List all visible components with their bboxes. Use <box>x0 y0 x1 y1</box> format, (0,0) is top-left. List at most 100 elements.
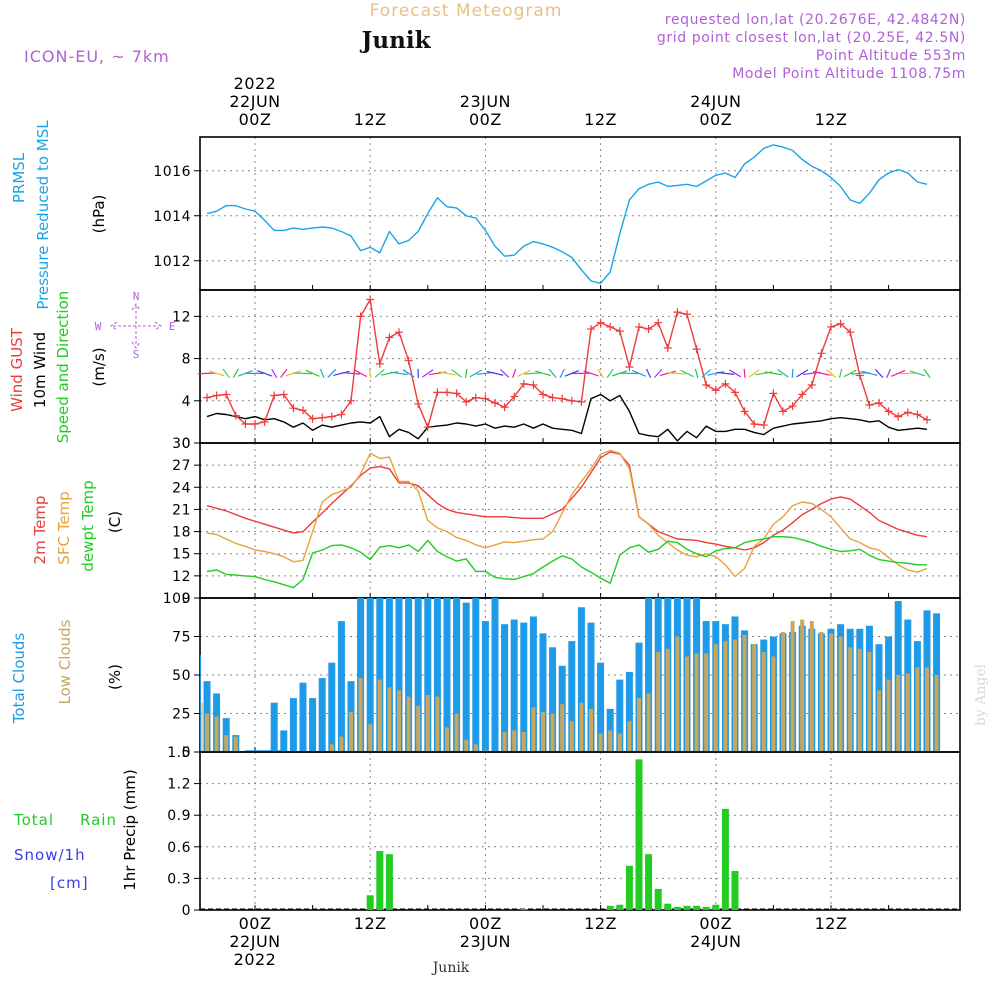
gust-marker <box>663 344 672 353</box>
low-cloud-bar <box>435 696 440 752</box>
wind-direction-arrow <box>422 369 434 378</box>
low-cloud-bar <box>848 647 853 752</box>
rain-bar <box>654 888 662 910</box>
low-cloud-bar <box>934 675 939 752</box>
low-cloud-bar <box>521 731 526 752</box>
low-cloud-bar <box>829 633 833 752</box>
gust-marker <box>318 413 327 422</box>
gust-marker <box>903 408 912 417</box>
wind-direction-arrow <box>333 370 350 376</box>
low-cloud-bar <box>560 704 565 752</box>
bottom-time-label: 00Z <box>469 914 502 933</box>
bottom-time-label: 23JUN <box>460 932 511 951</box>
y-tick-label: 1.2 <box>167 777 191 793</box>
wind-direction-arrow <box>606 368 614 378</box>
wind-direction-arrow <box>764 371 783 376</box>
bottom-time-label: 12Z <box>354 914 387 933</box>
location-title: Junik <box>360 27 432 54</box>
total-cloud-bar <box>405 598 413 752</box>
y-tick-label: 0 <box>182 903 191 919</box>
y-tick-label: 4 <box>182 394 191 410</box>
wind-direction-arrow <box>777 369 789 378</box>
top-time-label: 12Z <box>584 110 617 129</box>
total-cloud-bar <box>645 598 653 752</box>
point-altitude: Point Altitude 553m <box>816 48 966 64</box>
gust-marker <box>203 393 211 402</box>
gust-marker <box>654 318 663 327</box>
total-cloud-bar <box>385 598 393 752</box>
low-cloud-bar <box>800 619 805 752</box>
low-cloud-bar <box>646 693 651 752</box>
wind-direction-arrow <box>486 370 504 376</box>
wind-direction-arrow <box>232 368 239 378</box>
panel-wind: 0 4 8 12 <box>172 289 961 452</box>
low-cloud-bar <box>512 730 517 752</box>
wind-direction-arrow <box>812 371 830 376</box>
wind-direction-arrow <box>891 369 906 377</box>
gust-marker <box>913 410 922 419</box>
wind-direction-arrow <box>701 368 711 378</box>
low-cloud-bar <box>531 707 536 752</box>
clouds-label-low: Low Clouds <box>56 619 74 704</box>
gust-marker <box>366 295 375 304</box>
total-cloud-bar <box>433 598 441 752</box>
wind-direction-arrow <box>707 370 725 376</box>
gust-marker <box>395 328 403 337</box>
gust-marker <box>923 415 931 424</box>
gust-marker <box>788 402 797 411</box>
wind-speed-line <box>206 393 928 442</box>
wind-direction-arrow <box>843 369 857 378</box>
clouds-label-total: Total Clouds <box>10 633 28 725</box>
gust-marker <box>481 394 490 403</box>
gust-marker <box>635 322 643 331</box>
total-cloud-bar <box>309 698 317 752</box>
gust-marker <box>644 325 653 334</box>
gust-marker <box>702 380 711 389</box>
wind-direction-arrow <box>748 369 760 378</box>
wind-direction-arrow <box>548 368 557 378</box>
total-cloud-bar <box>501 624 509 752</box>
low-cloud-bar <box>694 653 699 752</box>
temp-label-dewpt: dewpt Temp <box>79 480 97 571</box>
model-label: ICON-EU, ~ 7km <box>24 47 170 66</box>
temp-sfc-line <box>206 449 928 578</box>
low-cloud-bar <box>233 736 238 752</box>
gust-marker <box>731 388 739 397</box>
total-cloud-bar <box>318 678 326 752</box>
wind-direction-arrow <box>499 368 510 378</box>
bottom-time-label: 12Z <box>815 914 848 933</box>
gust-marker <box>884 407 893 416</box>
low-cloud-bar <box>761 651 766 752</box>
gust-marker <box>519 379 528 388</box>
rain-bar <box>721 808 729 910</box>
gust-marker <box>452 389 461 398</box>
low-cloud-bar <box>752 644 757 752</box>
total-cloud-bar <box>568 641 576 752</box>
top-time-label: 23JUN <box>460 92 511 111</box>
y-tick-label: 12 <box>172 569 191 585</box>
rain-bar <box>731 871 739 910</box>
gust-marker <box>606 322 615 331</box>
gust-marker <box>443 388 451 397</box>
wind-direction-arrow <box>238 370 253 377</box>
y-tick-label: 30 <box>172 436 191 452</box>
wind-direction-arrow <box>222 368 230 378</box>
gust-marker <box>212 391 221 400</box>
bottom-time-label: 12Z <box>584 914 617 933</box>
low-cloud-bar <box>377 679 382 752</box>
wind-direction-arrow <box>716 371 735 375</box>
gust-marker <box>433 388 442 397</box>
low-cloud-bar <box>627 721 632 752</box>
gust-marker <box>539 390 547 399</box>
wind-direction-arrow <box>342 371 360 375</box>
gust-marker <box>615 327 624 336</box>
total-cloud-bar <box>549 647 557 752</box>
wind-direction-arrow <box>728 369 742 378</box>
y-tick-label: 1014 <box>153 209 191 225</box>
gust-marker <box>356 312 365 321</box>
gust-marker <box>270 391 279 400</box>
y-tick-label: 75 <box>172 630 191 646</box>
low-cloud-bar <box>502 731 507 752</box>
low-cloud-bar <box>838 636 843 752</box>
wind-direction-arrow <box>535 370 551 377</box>
